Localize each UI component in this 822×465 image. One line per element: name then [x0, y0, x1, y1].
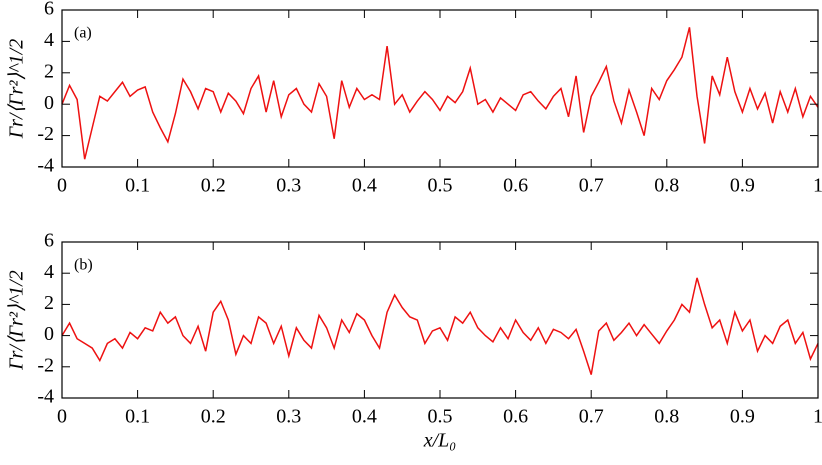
y-tick-label: 0	[44, 92, 54, 114]
x-tick-label: 0.1	[125, 175, 150, 197]
x-tick-label: 1	[813, 406, 822, 428]
data-line	[61, 27, 819, 160]
x-tick-label: 0	[57, 406, 67, 428]
y-tick-label: -4	[37, 155, 54, 177]
y-tick-label: 4	[44, 29, 54, 51]
y-tick-label: -2	[37, 123, 54, 145]
y-tick-label: 4	[44, 261, 54, 283]
x-tick-label: 0.9	[730, 406, 755, 428]
y-tick-label: 2	[44, 292, 54, 314]
y-tick-label: 2	[44, 60, 54, 82]
x-tick-label: 0.2	[201, 175, 226, 197]
x-tick-label: 0.4	[352, 175, 377, 197]
y-tick-label: -2	[37, 354, 54, 376]
x-tick-label: 0.7	[579, 406, 604, 428]
x-tick-label: 0.9	[730, 175, 755, 197]
x-tick-label: 0.5	[428, 175, 453, 197]
x-tick-label: 0.3	[276, 175, 301, 197]
y-tick-label: 6	[44, 0, 54, 20]
x-tick-label: 0.5	[428, 406, 453, 428]
x-tick-label: 0.1	[125, 406, 150, 428]
x-tick-label: 0.8	[654, 406, 679, 428]
panel-label: (a)	[74, 25, 92, 42]
x-tick-label: 0.2	[201, 406, 226, 428]
x-tick-label: 0.6	[503, 406, 528, 428]
y-tick-label: 6	[44, 230, 54, 252]
data-line	[61, 277, 819, 375]
x-tick-label: 0.7	[579, 175, 604, 197]
x-tick-label: 0.8	[654, 175, 679, 197]
x-tick-label: 1	[813, 175, 822, 197]
x-tick-label: 0.4	[352, 406, 377, 428]
y-axis-label: Γr/⟨Γr²⟩^1/2	[6, 270, 28, 370]
x-tick-label: 0	[57, 175, 67, 197]
x-axis-label: x/L₀	[423, 430, 457, 452]
x-tick-label: 0.3	[276, 406, 301, 428]
y-tick-label: -4	[37, 386, 54, 408]
panel-label: (b)	[74, 257, 93, 274]
x-tick-label: 0.6	[503, 175, 528, 197]
plot-frame	[61, 241, 819, 399]
y-axis-label: Γr/⟨Γr²⟩^1/2	[6, 39, 28, 139]
y-tick-label: 0	[44, 323, 54, 345]
